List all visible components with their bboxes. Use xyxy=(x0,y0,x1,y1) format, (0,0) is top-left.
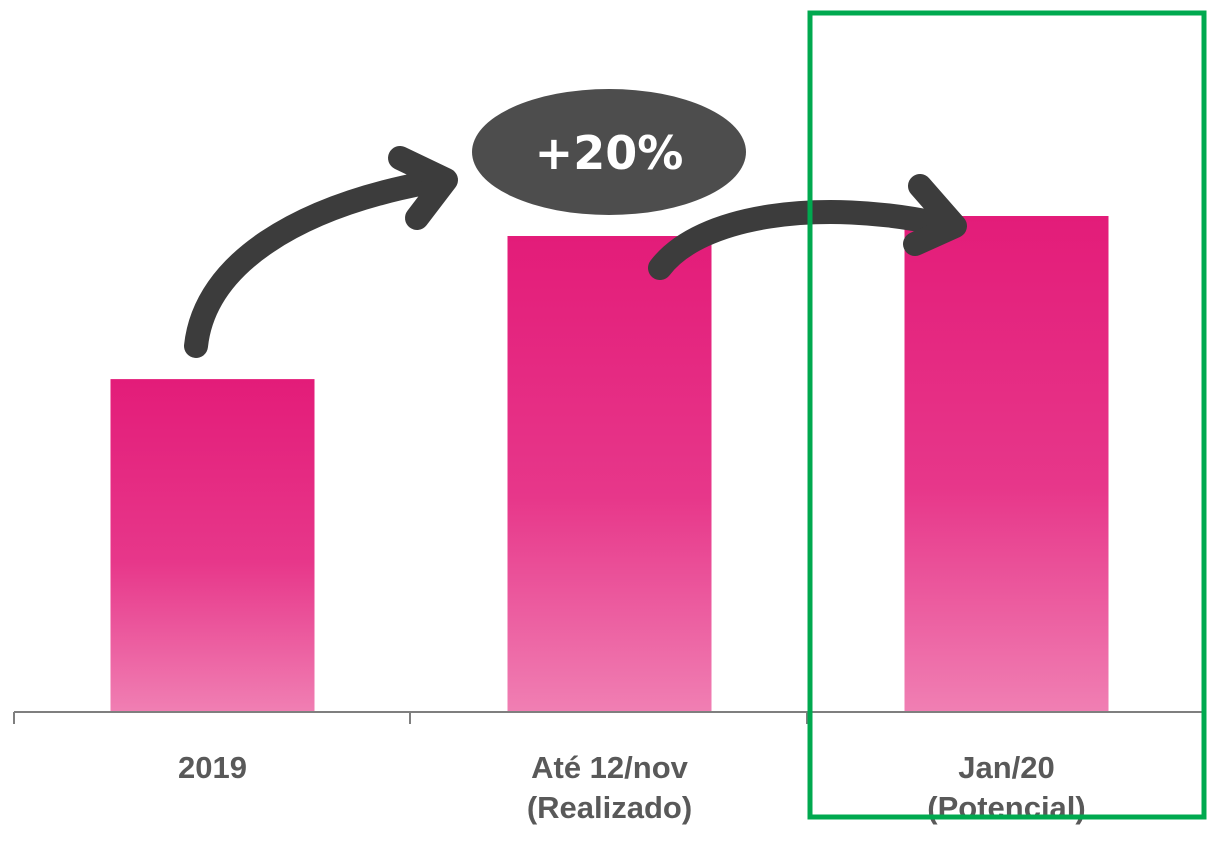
x-tick-labels: 2019 Até 12/nov (Realizado) Jan/20 (Potencia… xyxy=(178,750,1086,825)
x-tick-label-line: (Realizado) xyxy=(527,790,692,825)
x-tick-label-1: Até 12/nov (Realizado) xyxy=(527,750,692,825)
x-tick-label-line: Até 12/nov xyxy=(531,750,689,785)
bar-1 xyxy=(507,236,712,712)
x-tick-label-line: (Potencial) xyxy=(927,790,1085,825)
highlight-frame xyxy=(807,10,1207,820)
x-tick-label-2: Jan/20 (Potencial) xyxy=(927,750,1085,825)
x-tick-label-line: Jan/20 xyxy=(958,750,1055,785)
growth-arrow-1 xyxy=(184,146,458,358)
bar-2 xyxy=(904,216,1109,712)
bar-0 xyxy=(110,379,315,712)
x-axis xyxy=(13,711,1205,724)
growth-badge-label: +20% xyxy=(535,126,684,180)
x-tick-label-0: 2019 xyxy=(178,750,247,785)
growth-arrow-2 xyxy=(648,174,967,280)
x-tick-label-line: 2019 xyxy=(178,750,247,785)
growth-badge: +20% xyxy=(472,89,746,215)
bars-group xyxy=(110,216,1109,712)
